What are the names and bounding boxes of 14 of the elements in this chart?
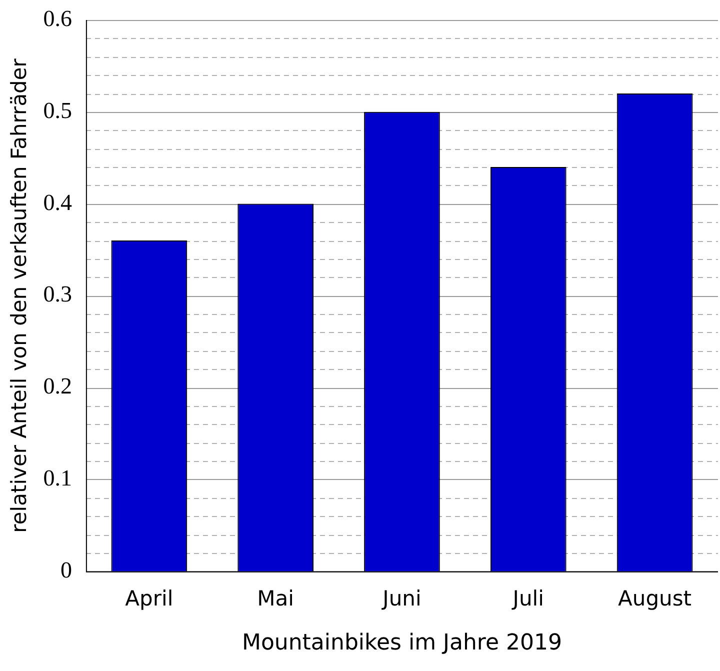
x-axis-title: Mountainbikes im Jahre 2019 <box>242 630 562 656</box>
x-tick-label: August <box>618 586 692 610</box>
y-tick-label: 0 <box>60 557 72 582</box>
x-tick-label: April <box>125 586 174 610</box>
x-tick-label: Juli <box>510 586 544 610</box>
y-tick-label: 0.3 <box>43 282 72 307</box>
y-axis-title: relativer Anteil von den verkauften Fahrräder <box>7 58 32 533</box>
y-tick-label: 0.4 <box>43 190 72 215</box>
y-tick-label: 0.6 <box>43 6 72 32</box>
y-tick-label: 0.1 <box>43 466 72 491</box>
x-tick-label: Mai <box>257 586 294 610</box>
y-tick-label: 0.5 <box>43 98 72 123</box>
y-tick-label: 0.2 <box>43 374 72 399</box>
x-tick-label: Juni <box>380 586 422 610</box>
